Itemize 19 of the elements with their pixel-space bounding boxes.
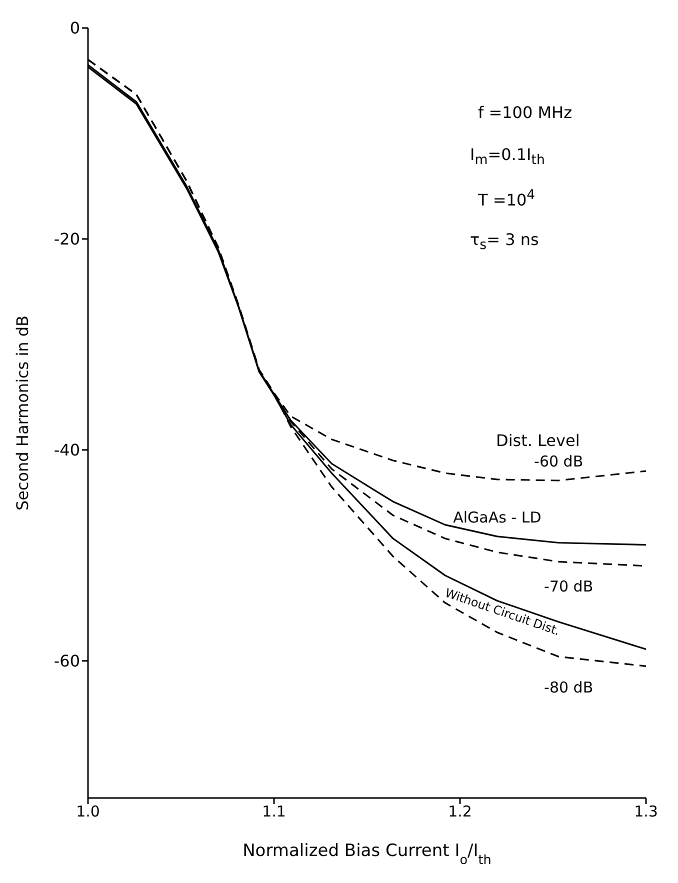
x-tick-label: 1.1: [262, 802, 286, 821]
annotation: Dist. Level: [496, 431, 580, 450]
annotation: τ$_{s}$= 3 ns: [470, 230, 539, 254]
x-axis-title: Normalized Bias Current I$_{o}$/I$_{th}$: [242, 841, 492, 868]
annotation: T =10$^{4}$: [478, 188, 536, 210]
annotation: f =100 MHz: [478, 103, 572, 122]
x-tick-label: 1.2: [448, 802, 472, 821]
y-axis-title: Second Harmonics in dB: [13, 315, 32, 511]
x-tick-label: 1.3: [634, 802, 658, 821]
y-tick-label: -60: [54, 652, 80, 671]
series-label: -70 dB: [544, 578, 594, 596]
annotation: I$_{m}$=0.1I$_{th}$: [470, 145, 545, 168]
series-label: -80 dB: [544, 678, 594, 697]
series-label: AlGaAs - LD: [453, 508, 542, 526]
y-tick-label: -40: [54, 440, 80, 460]
y-tick-label: 0: [70, 18, 80, 38]
y-tick-label: -20: [54, 230, 80, 249]
series-label: -60 dB: [534, 452, 584, 471]
x-tick-label: 1.0: [76, 802, 100, 821]
